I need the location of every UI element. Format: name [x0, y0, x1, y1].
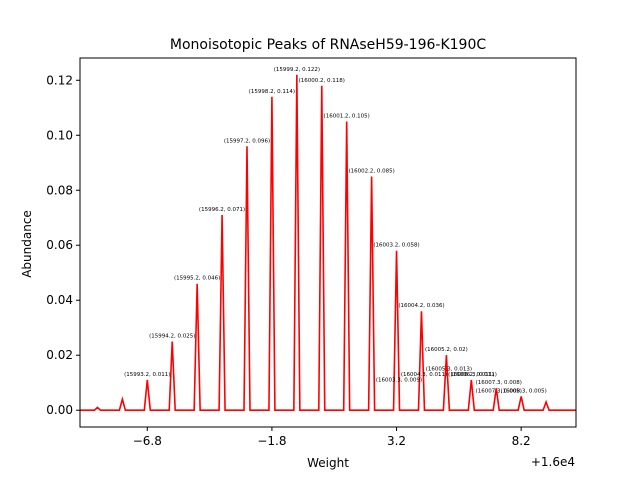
y-tick-label: 0.04	[46, 293, 73, 307]
x-axis-offset-label: +1.6e4	[531, 455, 575, 469]
y-tick-label: 0.10	[46, 128, 73, 142]
data-label: (16000.2, 0.118)	[299, 78, 345, 84]
y-tick-label: 0.02	[46, 348, 73, 362]
y-tick-label: 0.06	[46, 238, 73, 252]
y-tick-label: 0.12	[46, 73, 73, 87]
data-label: (16007.3, 0.008)	[476, 380, 522, 386]
data-label: (15994.2, 0.025)	[149, 333, 195, 339]
data-label: (16006.2, 0.011)	[448, 372, 494, 378]
data-label: (15995.2, 0.046)	[174, 276, 220, 282]
data-label: (16003.3, 0.009)	[376, 377, 422, 383]
x-axis-label: Weight	[307, 456, 349, 470]
data-label: (15996.2, 0.071)	[199, 207, 245, 213]
data-label: (16005.3, 0.013)	[426, 366, 472, 372]
x-tick-label: 8.2	[512, 434, 531, 448]
x-tick-label: −6.8	[133, 434, 162, 448]
y-tick-label: 0.00	[46, 403, 73, 417]
data-label: (15999.2, 0.122)	[274, 67, 320, 73]
plot-area	[80, 74, 576, 412]
x-tick-label: 3.2	[387, 434, 406, 448]
x-axis: −6.8 −1.8 3.2 8.2	[133, 427, 531, 448]
x-tick-label: −1.8	[257, 434, 286, 448]
y-tick-label: 0.08	[46, 183, 73, 197]
data-label: (16006.3, 0.011)	[451, 372, 497, 378]
data-label: (16004.2, 0.036)	[398, 303, 444, 309]
data-label: (16004.3, 0.011)	[401, 372, 447, 378]
data-label: (16007.3, 0.005)	[476, 388, 522, 394]
data-label: (15993.2, 0.011)	[124, 372, 170, 378]
y-axis-label: Abundance	[20, 210, 34, 278]
annotations: (15993.2, 0.011) (15994.2, 0.025) (15995.2…	[124, 67, 547, 395]
data-label: (16001.2, 0.105)	[324, 114, 370, 120]
data-label: (16005.2, 0.02)	[425, 347, 468, 353]
data-label: (16002.2, 0.085)	[348, 169, 394, 175]
chart-title: Monoisotopic Peaks of RNAseH59-196-K190C	[170, 37, 486, 53]
data-label: (15997.2, 0.096)	[224, 138, 270, 144]
y-axis: 0.00 0.02 0.04 0.06 0.08 0.10 0.12	[46, 73, 80, 417]
data-label: (16003.2, 0.058)	[373, 243, 419, 249]
data-label: (15998.2, 0.114)	[249, 89, 295, 95]
plot-frame	[79, 57, 577, 428]
data-label: (16008.3, 0.005)	[501, 388, 547, 394]
